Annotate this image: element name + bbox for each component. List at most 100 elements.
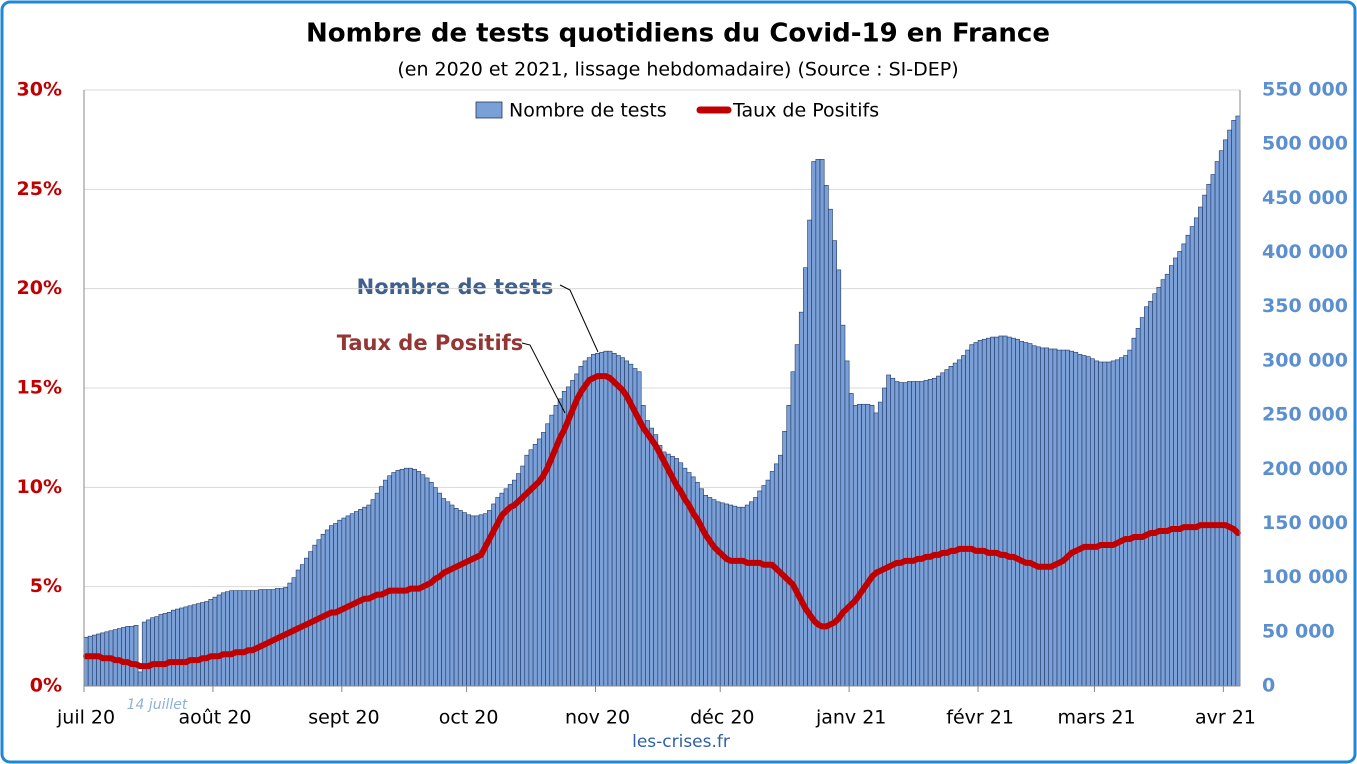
x-tick-label: nov 20 [565,707,630,729]
chart-subtitle: (en 2020 et 2021, lissage hebdomadaire) … [397,59,958,81]
bar [403,467,409,687]
bar [333,523,338,687]
bar [312,544,318,687]
bar [1156,286,1162,687]
bar [773,463,779,687]
bar [171,609,176,687]
bar [1202,194,1208,687]
bar [732,505,738,687]
bar [786,405,792,687]
line [83,373,1241,670]
bar [749,501,754,687]
bar [591,354,596,687]
bar [877,401,883,687]
bar [703,494,709,687]
bar [1044,347,1050,687]
bar [449,504,455,687]
bar [141,621,147,687]
bar [890,377,896,687]
bar [1231,120,1237,687]
annotation: Taux de Positifs [337,331,524,355]
bar [848,393,854,687]
bar [1110,360,1116,687]
bar [1139,317,1145,687]
bar [586,357,592,687]
y2-tick-label: 500 000 [1262,133,1348,155]
y2-tick-label: 300 000 [1262,349,1348,371]
bar [146,619,151,687]
bar [187,605,193,687]
x-tick-label: juil 20 [56,707,115,729]
y2-tick-label: 250 000 [1262,404,1348,426]
bar [1052,348,1058,687]
bar [882,387,887,687]
bar [1077,354,1083,687]
leader-line [559,284,599,353]
bar [512,479,517,687]
bar [790,371,796,687]
bar [595,353,600,687]
bar [620,357,625,687]
bar [919,381,925,687]
y2-tick-label: 550 000 [1262,79,1348,101]
bar [753,497,758,687]
bar [183,606,189,687]
bar [250,590,255,687]
annotation: Nombre de tests [357,275,554,299]
x-tick-label: oct 20 [439,707,499,729]
bar [1094,360,1099,687]
bar [220,592,226,687]
bar [1189,226,1195,687]
bar [649,427,654,687]
bar [1081,355,1087,687]
bar [478,514,484,687]
y-tick-label: 15% [17,377,62,399]
bar [83,636,89,687]
bar [794,344,800,687]
bar [769,471,775,687]
bar [653,434,659,687]
bar [378,486,384,687]
bar [470,515,476,687]
bar [645,420,650,687]
bar [1127,349,1133,687]
bar [1015,338,1020,687]
x-tick-label: janv 21 [815,707,886,729]
bar [707,497,713,687]
bar [902,382,908,687]
bar [462,512,467,687]
bar [1185,234,1191,687]
bar [1210,174,1216,687]
bar [657,445,663,687]
bar [1060,349,1066,687]
plot-area: 0% 5% 10% 15% 20% 25% 30% 0 50 000 100 000 150 000… [17,79,1348,729]
bar [665,453,671,687]
bar [744,504,750,687]
legend-label: Nombre de tests [509,100,667,122]
x-tick-label: déc 20 [690,707,754,729]
bar [1227,129,1232,687]
bar [1152,293,1158,687]
bar [607,350,613,687]
bar [1193,217,1199,687]
bar [316,539,322,687]
bar [225,591,230,687]
bar [965,349,971,687]
bar [320,533,326,687]
bar [865,403,871,687]
y2-tick-label: 150 000 [1262,512,1348,534]
bar [387,475,393,687]
bar [137,671,143,687]
bar [1218,150,1224,687]
bar [782,431,788,687]
bar [1056,349,1062,687]
x-tick-label: août 20 [178,707,251,729]
bar [936,375,941,687]
bar [1173,257,1178,687]
bar [241,590,247,687]
bar [944,369,950,687]
bar [1040,347,1045,687]
bar [599,351,605,687]
bar [254,590,259,687]
bar [640,405,646,687]
